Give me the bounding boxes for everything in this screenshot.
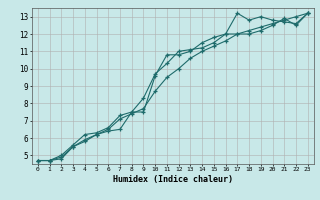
X-axis label: Humidex (Indice chaleur): Humidex (Indice chaleur) bbox=[113, 175, 233, 184]
